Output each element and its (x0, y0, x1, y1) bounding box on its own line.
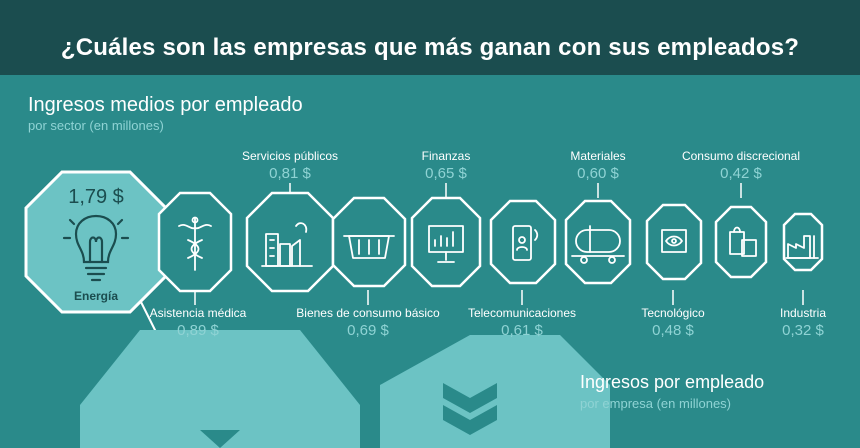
tank-car-icon (571, 225, 625, 264)
sector-label-technology: Tecnológico (641, 306, 705, 320)
page-title: ¿Cuáles son las empresas que más ganan c… (60, 34, 800, 61)
sector-value-utilities: 0,81 $ (269, 165, 311, 182)
sector-label-energy: Energía (73, 289, 119, 303)
octagon-finance (410, 196, 482, 288)
section-heading-company: Ingresos por empleado (580, 372, 765, 392)
section-subheading-company: por empresa (en millones) (580, 396, 732, 411)
section-heading-sector: Ingresos medios por empleado (28, 94, 303, 116)
monitor-eye-icon (661, 229, 687, 253)
octagon-industry (782, 212, 824, 272)
chevron-down-icon (443, 383, 497, 413)
sector-label-industry: Industria (779, 306, 827, 320)
shopping-bags-icon (729, 226, 757, 257)
chevron-down-icon (443, 405, 497, 435)
sector-label-consumer-discretionary: Consumo discrecional (681, 149, 801, 163)
sector-label-materials: Materiales (570, 149, 626, 163)
caduceus-icon (178, 216, 212, 271)
presentation-chart-icon (428, 225, 464, 263)
section-subheading-sector: por sector (en millones) (28, 118, 164, 133)
octagon-utilities (245, 191, 335, 293)
sector-label-finance: Finanzas (421, 149, 471, 163)
label-ticks (194, 183, 804, 305)
octagon-consumer-discretionary (714, 205, 768, 279)
sector-value-finance: 0,65 $ (425, 165, 467, 182)
sector-value-energy: 1,79 $ (68, 186, 124, 208)
lightbulb-icon (62, 214, 130, 282)
sector-value-health: 0,89 $ (177, 322, 219, 339)
company-octagon-left (80, 330, 360, 448)
sector-label-telecom: Telecomunicaciones (467, 306, 577, 320)
smartphone-icon (512, 225, 539, 261)
sector-label-health: Asistencia médica (149, 306, 247, 320)
sector-value-telecom: 0,61 $ (501, 322, 543, 339)
sector-value-materials: 0,60 $ (577, 165, 619, 182)
octagon-technology (645, 203, 703, 281)
sector-value-consumer-staples: 0,69 $ (347, 322, 389, 339)
sector-value-technology: 0,48 $ (652, 322, 694, 339)
sector-value-industry: 0,32 $ (782, 322, 824, 339)
sector-label-utilities: Servicios públicos (241, 149, 339, 163)
logo-fragment-icon (200, 430, 240, 448)
industrial-plant-icon (785, 235, 819, 259)
sector-value-consumer-discretionary: 0,42 $ (720, 165, 762, 182)
basket-icon (343, 235, 395, 259)
sector-octagons (157, 191, 824, 293)
factory-icon (261, 222, 313, 267)
title-bar (0, 0, 860, 75)
sector-label-consumer-staples: Bienes de consumo básico (296, 306, 440, 320)
